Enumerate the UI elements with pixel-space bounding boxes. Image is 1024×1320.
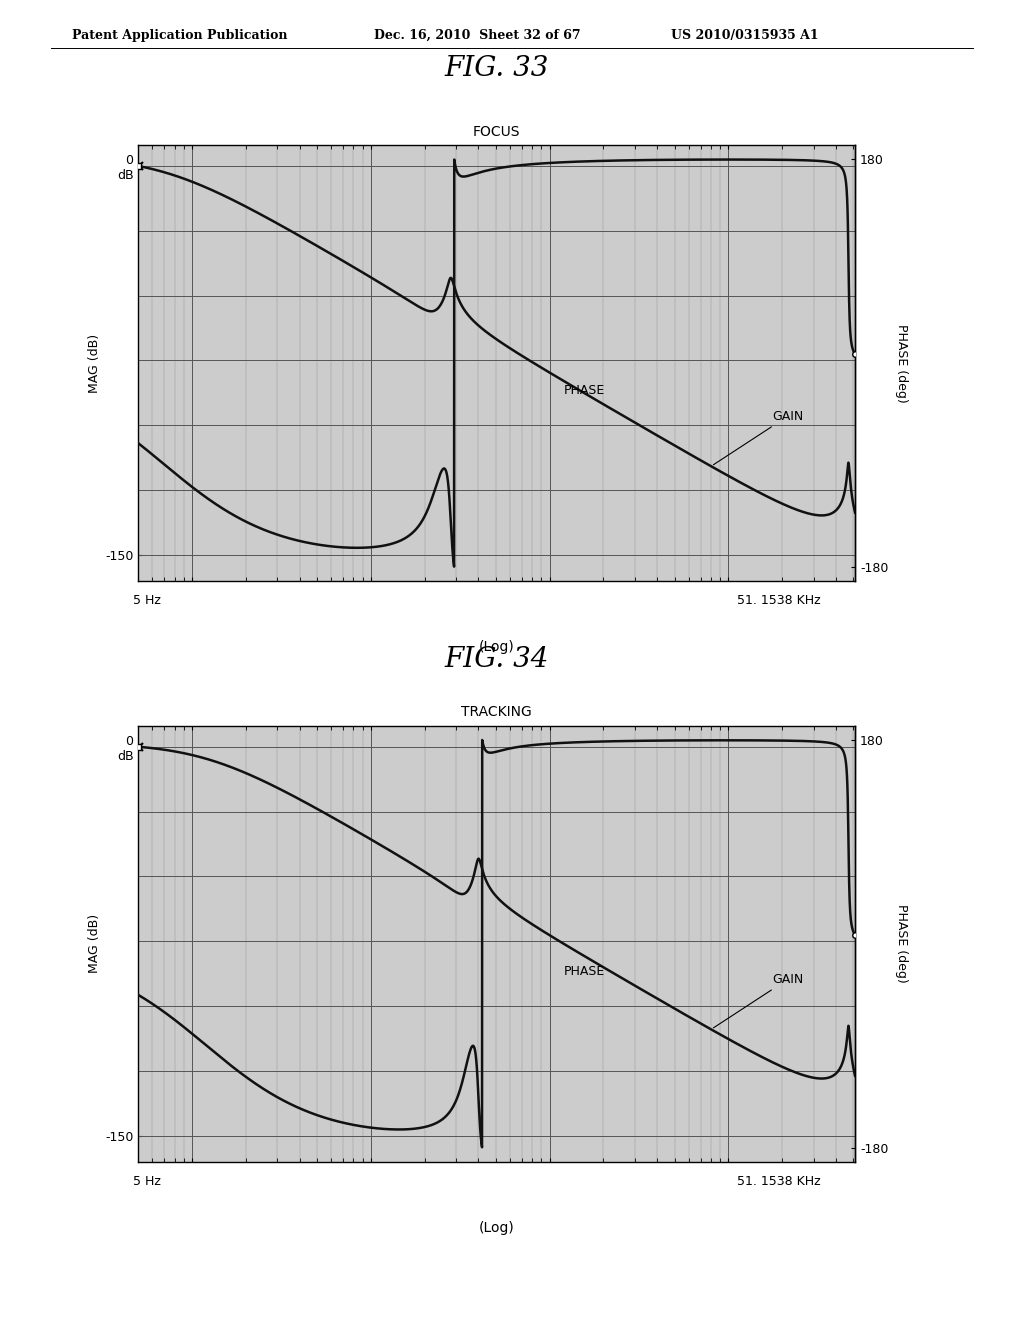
Y-axis label: MAG (dB): MAG (dB) (88, 334, 100, 392)
Text: 5 Hz: 5 Hz (133, 1175, 161, 1188)
Text: 51. 1538 KHz: 51. 1538 KHz (736, 1175, 820, 1188)
Text: FIG. 34: FIG. 34 (444, 647, 549, 673)
Text: Patent Application Publication: Patent Application Publication (72, 29, 287, 42)
Y-axis label: PHASE (deg): PHASE (deg) (895, 904, 908, 983)
Text: TRACKING: TRACKING (461, 705, 532, 719)
Text: (Log): (Log) (479, 640, 514, 655)
Y-axis label: MAG (dB): MAG (dB) (88, 915, 100, 973)
Text: 51. 1538 KHz: 51. 1538 KHz (736, 594, 820, 607)
Text: (Log): (Log) (479, 1221, 514, 1236)
Text: GAIN: GAIN (714, 973, 804, 1028)
Y-axis label: PHASE (deg): PHASE (deg) (895, 323, 908, 403)
Text: 5 Hz: 5 Hz (133, 594, 161, 607)
Text: FIG. 33: FIG. 33 (444, 55, 549, 82)
Text: FOCUS: FOCUS (473, 124, 520, 139)
Text: GAIN: GAIN (714, 409, 804, 465)
Text: US 2010/0315935 A1: US 2010/0315935 A1 (671, 29, 818, 42)
Text: Dec. 16, 2010  Sheet 32 of 67: Dec. 16, 2010 Sheet 32 of 67 (374, 29, 581, 42)
Text: PHASE: PHASE (564, 384, 605, 397)
Text: PHASE: PHASE (564, 965, 605, 978)
